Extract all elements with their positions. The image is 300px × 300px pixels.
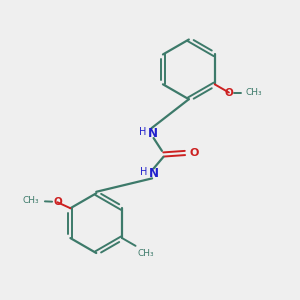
Text: H: H	[140, 127, 147, 137]
Text: O: O	[189, 148, 199, 158]
Text: H: H	[140, 167, 147, 177]
Text: CH₃: CH₃	[245, 88, 262, 97]
Text: O: O	[53, 197, 62, 207]
Text: CH₃: CH₃	[137, 249, 154, 258]
Text: N: N	[148, 127, 158, 140]
Text: N: N	[148, 167, 159, 180]
Text: CH₃: CH₃	[23, 196, 40, 205]
Text: O: O	[224, 88, 233, 98]
